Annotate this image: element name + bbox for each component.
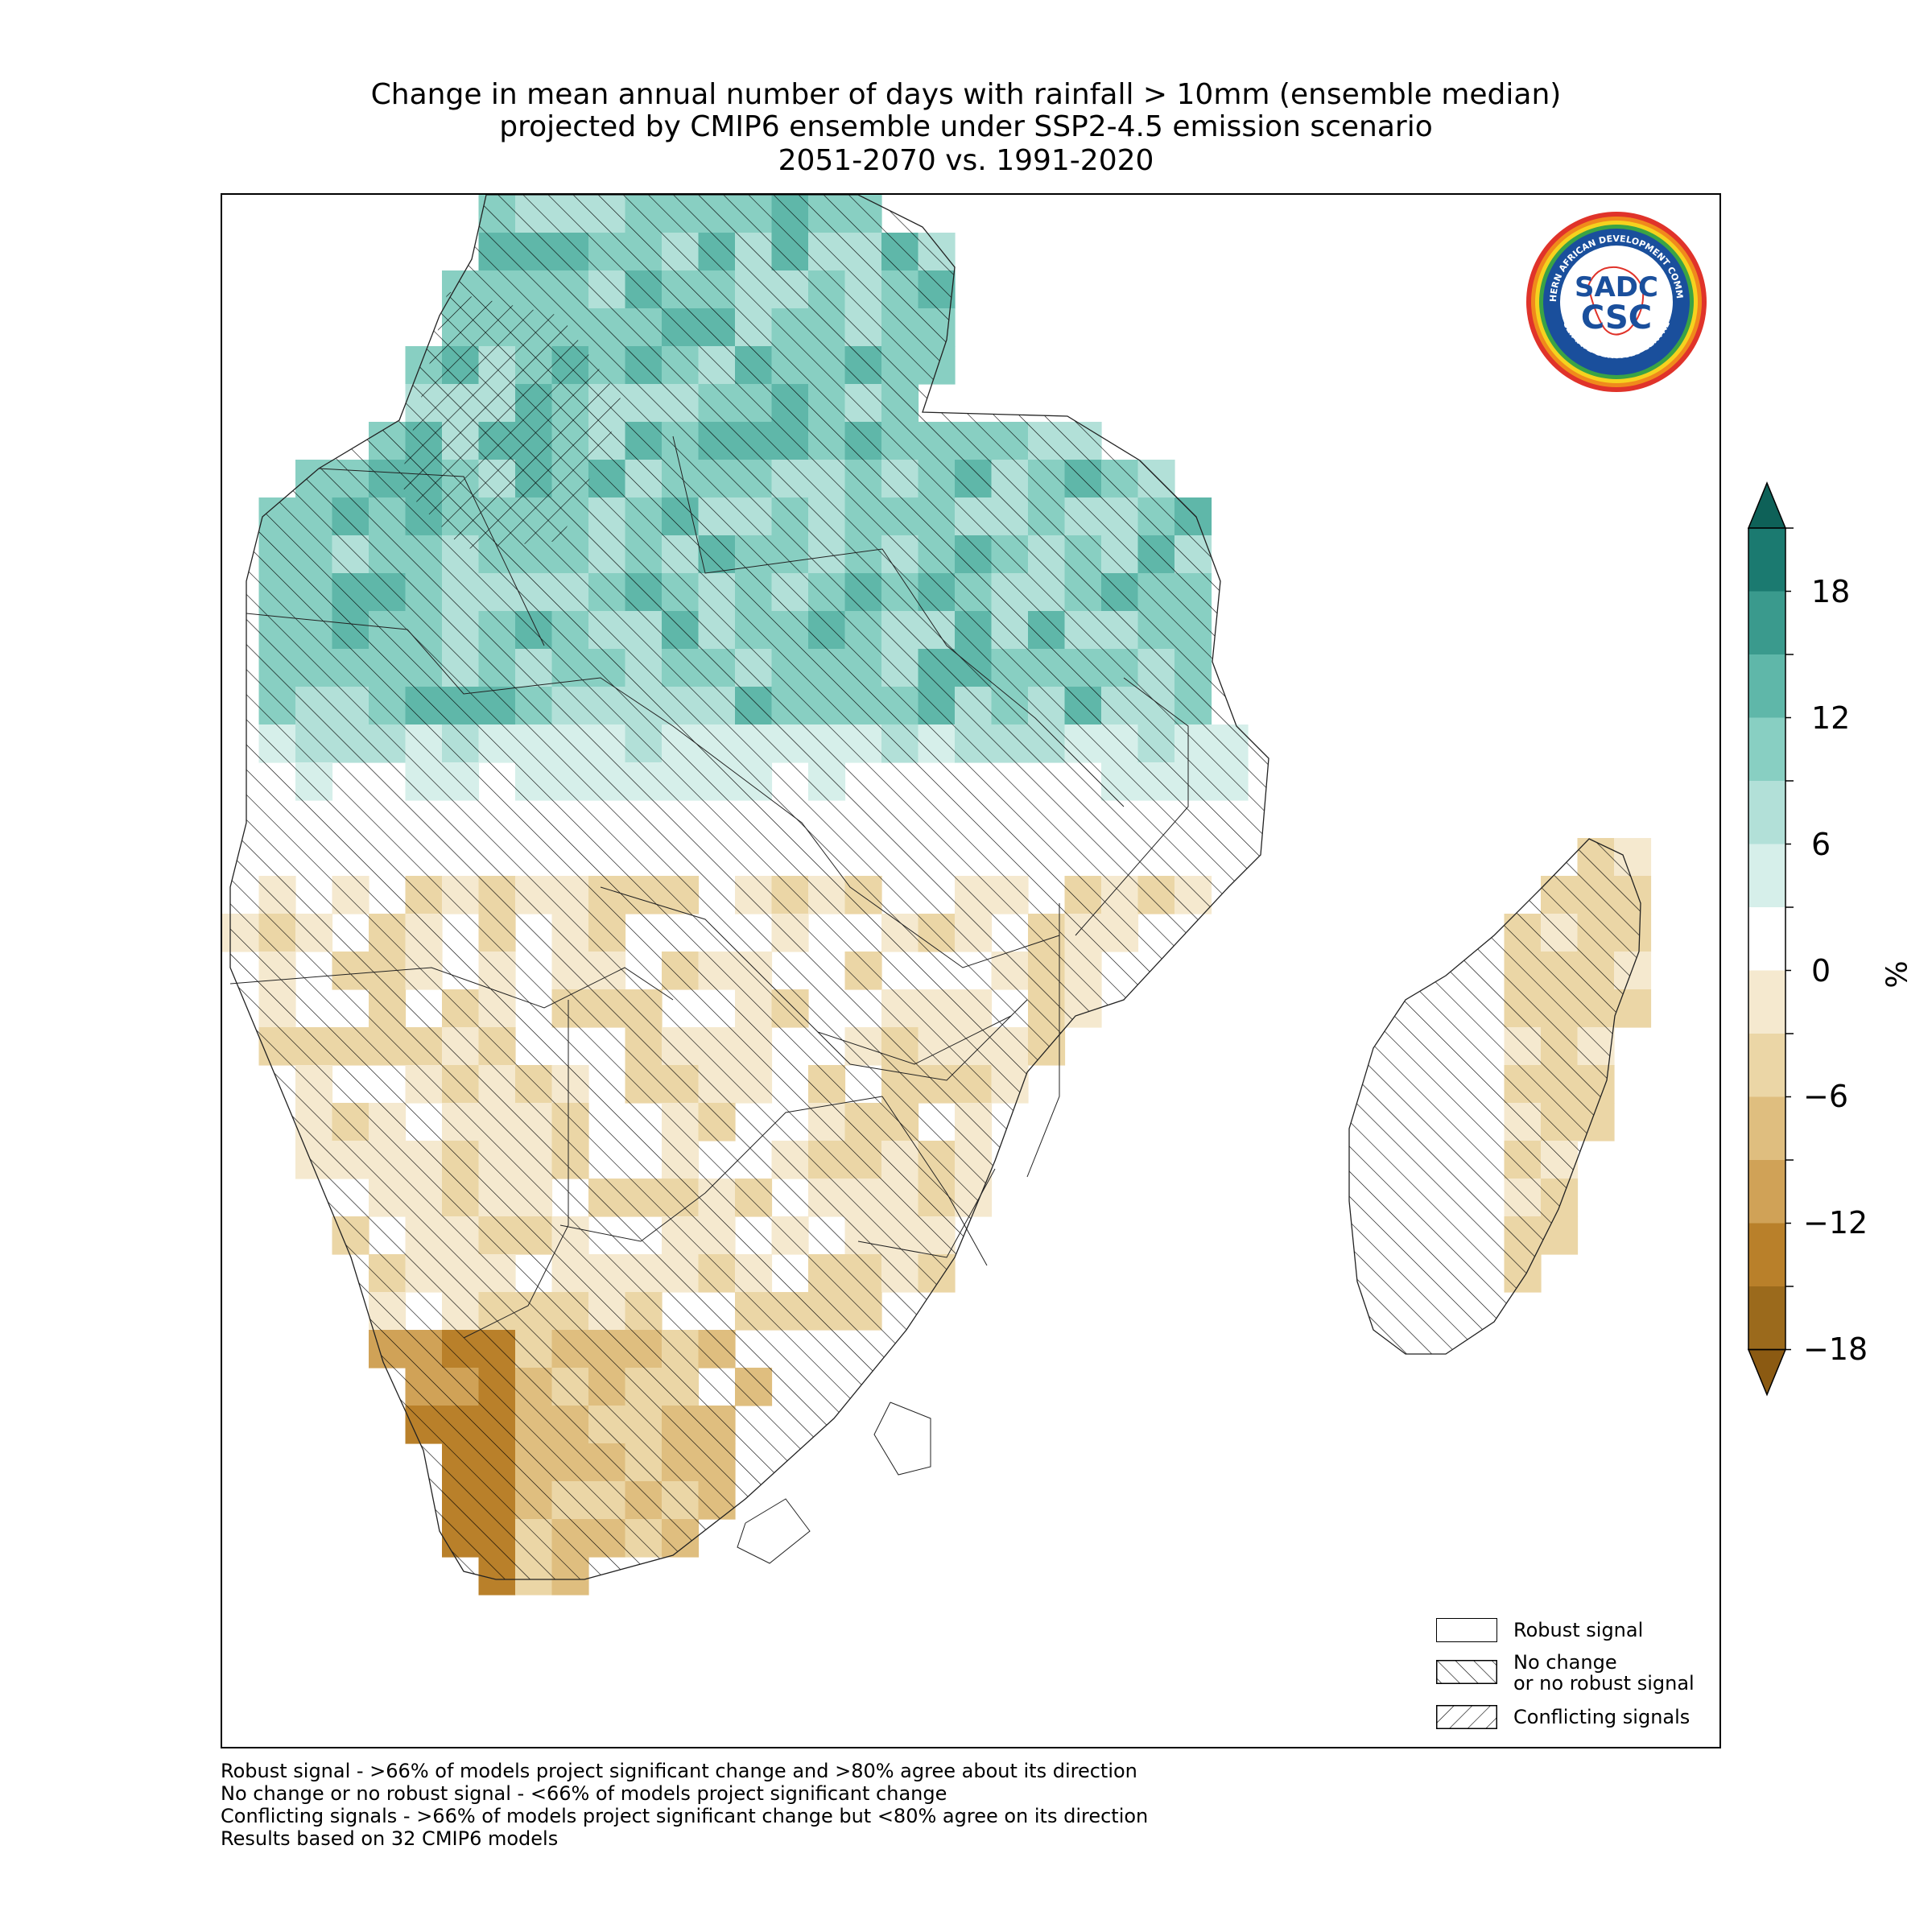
country-border — [1075, 677, 1189, 936]
colorbar-tick-label: −12 — [1803, 1205, 1868, 1241]
colorbar-segment — [1748, 528, 1785, 592]
hatch-no-change-madagascar — [1349, 839, 1641, 1354]
country-border — [873, 1402, 931, 1476]
coastline-madagascar — [1348, 838, 1641, 1355]
colorbar-extend-high — [1747, 481, 1787, 529]
colorbar-segment — [1748, 907, 1785, 971]
title-line-2: projected by CMIP6 ensemble under SSP2-4… — [499, 110, 1433, 143]
colorbar-tick-label: 6 — [1811, 827, 1831, 862]
colorbar-segment — [1748, 781, 1785, 844]
country-border — [1026, 903, 1060, 1178]
country-border — [246, 613, 1060, 968]
hatching-layer — [230, 195, 1641, 1579]
colorbar-extend-low — [1747, 1348, 1787, 1397]
country-border — [817, 1015, 1012, 1065]
colorbar-segment — [1748, 1223, 1785, 1287]
colorbar-segment — [1748, 844, 1785, 908]
map-canvas — [222, 195, 1652, 1596]
legend-label-no-change-2: or no robust signal — [1513, 1672, 1695, 1695]
legend-swatch-conflicting — [1436, 1705, 1497, 1729]
legend-label-no-change-1: No change — [1513, 1651, 1617, 1674]
footnote-1: Robust signal - >66% of models project s… — [221, 1760, 1137, 1782]
colorbar-tick-label: −18 — [1803, 1331, 1868, 1367]
colorbar-tick-label: −6 — [1803, 1079, 1849, 1114]
colorbar-segment — [1748, 1034, 1785, 1097]
footnote-2: No change or no robust signal - <66% of … — [221, 1782, 947, 1805]
legend-label-conflicting: Conflicting signals — [1513, 1706, 1690, 1728]
colorbar-outline — [1748, 527, 1786, 1351]
colorbar-segment — [1748, 717, 1785, 782]
footnote-3: Conflicting signals - >66% of models pro… — [221, 1805, 1149, 1827]
colorbar — [1747, 481, 1794, 1397]
country-border — [559, 1096, 883, 1242]
colorbar-segment — [1748, 654, 1785, 718]
legend-swatch-no-change — [1436, 1660, 1497, 1684]
map-panel — [221, 193, 1721, 1748]
country-border — [463, 1000, 569, 1339]
country-border — [229, 967, 674, 1009]
colorbar-segment — [1748, 591, 1785, 655]
country-border — [318, 468, 545, 646]
colorbar-tick-label: 12 — [1811, 700, 1851, 736]
country-borders — [229, 195, 1641, 1580]
hatch-no-change-mainland — [230, 195, 1269, 1579]
logo-monogram-top: SADC — [1575, 271, 1658, 303]
colorbar-tick-label: 0 — [1811, 953, 1831, 989]
coastline-mainland — [229, 195, 1269, 1580]
footnote-4: Results based on 32 CMIP6 models — [221, 1827, 559, 1850]
legend-swatch-robust — [1436, 1618, 1497, 1642]
country-border — [881, 1096, 988, 1266]
colorbar-unit: % — [1880, 960, 1914, 989]
country-border — [737, 1498, 811, 1564]
colorbar-tick-label: 18 — [1811, 574, 1851, 609]
colorbar-segment — [1748, 1096, 1785, 1161]
hatch-conflicting-region — [399, 291, 625, 549]
legend-label-robust: Robust signal — [1513, 1619, 1644, 1641]
country-border — [857, 1168, 996, 1258]
country-border — [672, 436, 1125, 807]
colorbar-segment — [1748, 1286, 1785, 1350]
title-line-1: Change in mean annual number of days wit… — [370, 78, 1562, 111]
colorbar-segment — [1748, 970, 1785, 1034]
colorbar-segment — [1748, 1160, 1785, 1224]
logo-monogram-bottom: CSC — [1581, 299, 1652, 336]
title-line-3: 2051-2070 vs. 1991-2020 — [778, 144, 1154, 177]
sadc-csc-logo: SOUTHERN AFRICAN DEVELOPMENT COMMUNITY C… — [1524, 209, 1707, 392]
